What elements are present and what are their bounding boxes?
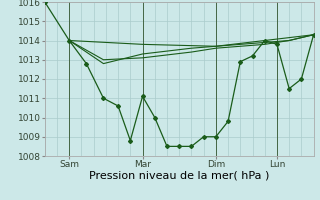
X-axis label: Pression niveau de la mer( hPa ): Pression niveau de la mer( hPa ) (89, 171, 269, 181)
